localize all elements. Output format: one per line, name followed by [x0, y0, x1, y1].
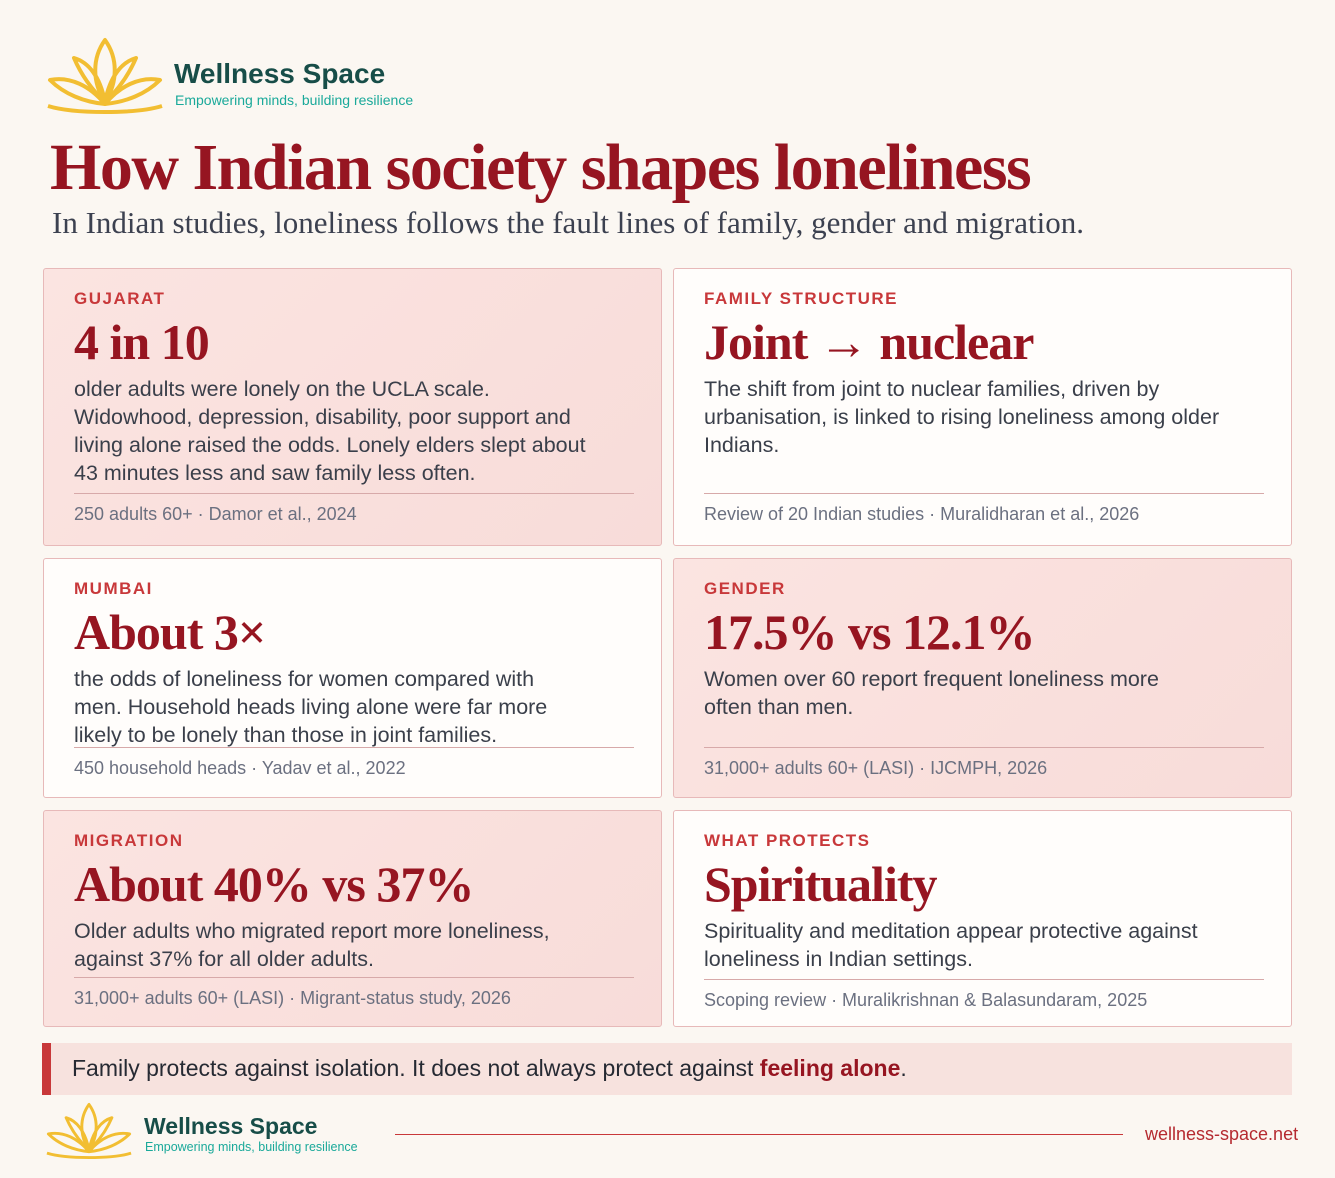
footer-rule [395, 1134, 1123, 1135]
title: How Indian society shapes loneliness [50, 131, 1032, 204]
card: FAMILY STRUCTURE Joint → nuclear The shift… [673, 268, 1292, 546]
card-divider [74, 977, 634, 978]
card-divider [74, 493, 634, 494]
card-source: Scoping review · Muralikrishnan & Balasu… [704, 990, 1148, 1010]
card-body: Older adults who migrated report more lo… [74, 919, 550, 971]
card-body: older adults were lonely on the UCLA sca… [74, 377, 586, 485]
card-source: 250 adults 60+ · Damor et al., 2024 [74, 504, 357, 524]
card: GUJARAT 4 in 10 older adults were lonely o… [43, 268, 662, 546]
tagline: Empowering minds, building resilience [175, 92, 414, 108]
card-headline: About 40% vs 37% [74, 856, 474, 912]
card-headline: Spirituality [704, 856, 937, 912]
card-divider [704, 747, 1264, 748]
card-headline: 4 in 10 [74, 314, 210, 370]
callout-text: Family protects against isolation. It do… [72, 1055, 907, 1082]
card: MUMBAI About 3× the odds of loneliness for… [43, 558, 662, 798]
subtitle: In Indian studies, loneliness follows th… [52, 205, 1084, 240]
card-body: Women over 60 report frequent loneliness… [704, 667, 1159, 719]
callout-emphasis: feeling alone [759, 1055, 901, 1081]
card-source: Review of 20 Indian studies · Muralidhar… [704, 504, 1140, 524]
callout: Family protects against isolation. It do… [42, 1043, 1292, 1095]
card-body: the odds of loneliness for women compare… [74, 667, 548, 747]
footer-logo [46, 1102, 132, 1160]
logo [47, 38, 163, 114]
card-label: GENDER [704, 579, 786, 598]
card-body: The shift from joint to nuclear families… [704, 377, 1220, 457]
card-divider [704, 493, 1264, 494]
card: MIGRATION About 40% vs 37% Older adults wh… [43, 810, 662, 1027]
card-divider [704, 979, 1264, 980]
card-source: 31,000+ adults 60+ (LASI) · IJCMPH, 2026 [704, 758, 1048, 778]
card: WHAT PROTECTS Spirituality Spirituality an… [673, 810, 1292, 1027]
card-label: MIGRATION [74, 831, 184, 850]
card: GENDER 17.5% vs 12.1% Women over 60 report… [673, 558, 1292, 798]
callout-bar [42, 1043, 51, 1095]
card-body: Spirituality and meditation appear prote… [704, 919, 1198, 971]
card-headline: Joint → nuclear [704, 314, 1034, 370]
card-label: MUMBAI [74, 579, 153, 598]
card-source: 450 household heads · Yadav et al., 2022 [74, 758, 406, 778]
card-source: 31,000+ adults 60+ (LASI) · Migrant-stat… [74, 988, 511, 1008]
card-headline: 17.5% vs 12.1% [704, 604, 1035, 660]
callout-end: . [900, 1055, 907, 1081]
brand: Wellness Space [174, 58, 386, 89]
callout-main: Family protects against isolation. It do… [72, 1055, 760, 1081]
card-label: FAMILY STRUCTURE [704, 289, 899, 308]
footer-tagline: Empowering minds, building resilience [145, 1140, 358, 1154]
card-label: GUJARAT [74, 289, 166, 308]
footer-brand: Wellness Space [144, 1113, 318, 1139]
card-divider [74, 747, 634, 748]
card-headline: About 3× [74, 604, 266, 660]
card-label: WHAT PROTECTS [704, 831, 871, 850]
footer-url: wellness-space.net [1145, 1124, 1299, 1144]
